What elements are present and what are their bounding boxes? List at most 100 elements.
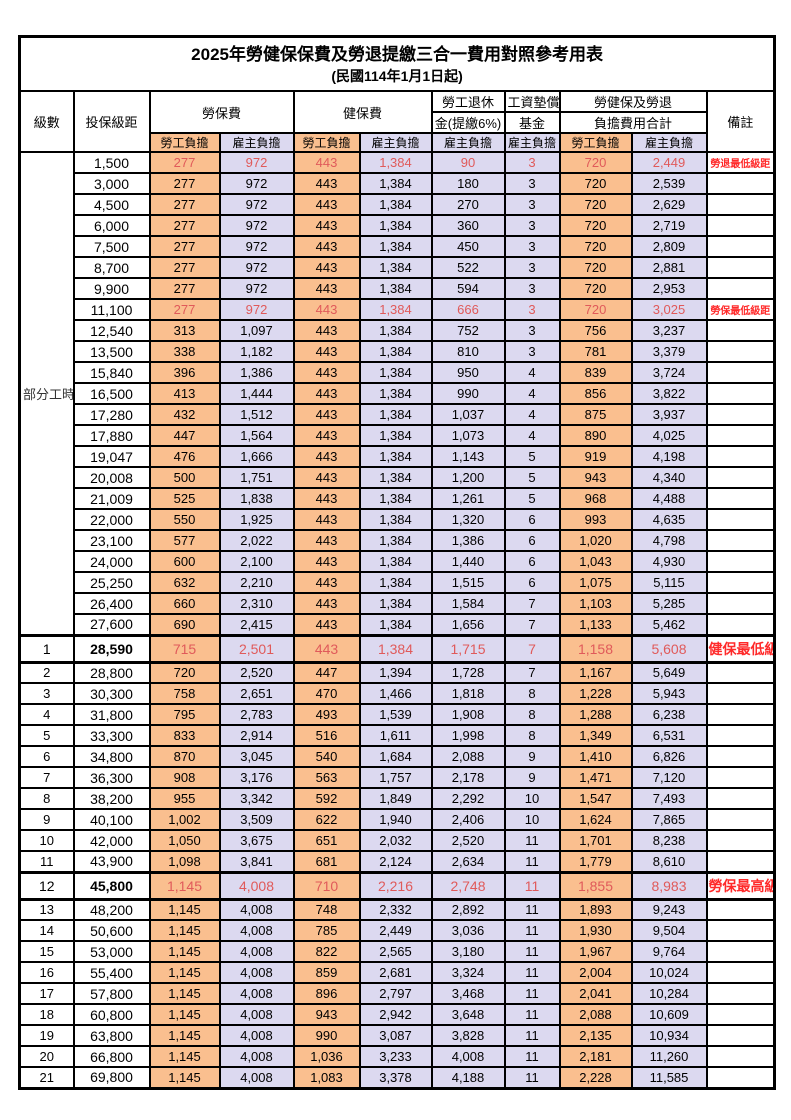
labor-fee-employer-cell: 3,509 xyxy=(218,808,295,831)
labor-fee-employee-cell: 833 xyxy=(148,724,221,747)
labor-fee-employer-cell: 1,444 xyxy=(218,382,295,405)
bracket-cell: 57,800 xyxy=(72,982,151,1005)
total-employer-cell: 4,198 xyxy=(630,445,708,468)
labor-fee-employee-cell: 500 xyxy=(148,466,221,489)
bracket-cell: 11,100 xyxy=(72,298,151,321)
total-employer-cell: 2,719 xyxy=(630,214,708,237)
health-fee-employer-cell: 1,384 xyxy=(358,529,433,552)
bracket-cell: 43,900 xyxy=(72,850,151,873)
labor-fee-employee-cell: 632 xyxy=(148,571,221,594)
bracket-cell: 12,540 xyxy=(72,319,151,342)
health-fee-employee-cell: 443 xyxy=(292,382,361,405)
labor-fee-employee-cell: 1,145 xyxy=(148,1024,221,1047)
health-fee-employee-cell: 443 xyxy=(292,172,361,195)
wage-fund-employer-cell: 3 xyxy=(503,151,561,174)
health-fee-employer-cell: 1,384 xyxy=(358,361,433,384)
total-employee-cell: 856 xyxy=(558,382,633,405)
level-cell: 2 xyxy=(18,661,75,684)
pension-employer-cell: 2,406 xyxy=(430,808,506,831)
wage-fund-employer-cell: 11 xyxy=(503,940,561,963)
labor-fee-employer-cell: 4,008 xyxy=(218,1045,295,1068)
pension-employer-cell: 1,584 xyxy=(430,592,506,615)
labor-fee-employer-cell: 2,520 xyxy=(218,661,295,684)
labor-fee-employer-cell: 3,841 xyxy=(218,850,295,873)
labor-fee-employer-cell: 972 xyxy=(218,151,295,174)
header-labor-insurance-group: 勞保費 xyxy=(148,90,295,134)
remark-cell xyxy=(705,1024,776,1047)
total-employer-cell: 6,826 xyxy=(630,745,708,768)
wage-fund-employer-cell: 6 xyxy=(503,529,561,552)
wage-fund-employer-cell: 10 xyxy=(503,787,561,810)
total-employee-cell: 1,075 xyxy=(558,571,633,594)
health-fee-employee-cell: 443 xyxy=(292,214,361,237)
pension-employer-cell: 1,818 xyxy=(430,682,506,705)
remark-cell xyxy=(705,745,776,768)
total-employee-cell: 839 xyxy=(558,361,633,384)
total-employer-cell: 10,934 xyxy=(630,1024,708,1047)
total-employee-cell: 993 xyxy=(558,508,633,531)
table-row: 17,880 447 1,564 443 1,384 1,073 4 890 4,025 xyxy=(20,424,776,447)
total-employer-cell: 2,449 xyxy=(630,151,708,174)
labor-fee-employer-cell: 4,008 xyxy=(218,1024,295,1047)
level-cell: 12 xyxy=(18,870,75,901)
total-employer-cell: 6,238 xyxy=(630,703,708,726)
health-fee-employee-cell: 443 xyxy=(292,256,361,279)
pension-employer-cell: 594 xyxy=(430,277,506,300)
table-row: 8,700 277 972 443 1,384 522 3 720 2,881 xyxy=(20,256,776,279)
table-row: 19,047 476 1,666 443 1,384 1,143 5 919 4,198 xyxy=(20,445,776,468)
bracket-cell: 34,800 xyxy=(72,745,151,768)
wage-fund-employer-cell: 4 xyxy=(503,382,561,405)
wage-fund-employer-cell: 7 xyxy=(503,633,561,664)
labor-fee-employer-cell: 4,008 xyxy=(218,940,295,963)
labor-fee-employee-cell: 432 xyxy=(148,403,221,426)
labor-fee-employee-cell: 715 xyxy=(148,633,221,664)
labor-fee-employee-cell: 660 xyxy=(148,592,221,615)
table-row: 9 40,100 1,002 3,509 622 1,940 2,406 10 1,624 7,8… xyxy=(18,808,776,831)
health-fee-employee-cell: 443 xyxy=(292,487,361,510)
labor-fee-employee-cell: 277 xyxy=(148,193,221,216)
wage-fund-employer-cell: 5 xyxy=(503,487,561,510)
table-row: 24,000 600 2,100 443 1,384 1,440 6 1,043 4,930 xyxy=(20,550,776,573)
bracket-cell: 24,000 xyxy=(72,550,151,573)
total-employer-cell: 4,798 xyxy=(630,529,708,552)
level-cell: 16 xyxy=(18,961,75,984)
labor-fee-employer-cell: 4,008 xyxy=(218,1003,295,1026)
table-row: 部分工時 1,500 277 972 443 1,384 90 3 720 2,449 勞退最低級距 xyxy=(18,151,776,636)
level-cell: 6 xyxy=(18,745,75,768)
wage-fund-employer-cell: 4 xyxy=(503,403,561,426)
table-row: 27,600 690 2,415 443 1,384 1,656 7 1,133 5,462 xyxy=(20,613,776,636)
total-employee-cell: 720 xyxy=(558,235,633,258)
wage-fund-employer-cell: 11 xyxy=(503,1003,561,1026)
health-fee-employee-cell: 443 xyxy=(292,277,361,300)
health-fee-employer-cell: 1,384 xyxy=(358,382,433,405)
wage-fund-employer-cell: 11 xyxy=(503,850,561,873)
health-fee-employee-cell: 443 xyxy=(292,571,361,594)
pension-employer-cell: 270 xyxy=(430,193,506,216)
total-employee-cell: 756 xyxy=(558,319,633,342)
labor-fee-employer-cell: 1,386 xyxy=(218,361,295,384)
total-employee-cell: 1,288 xyxy=(558,703,633,726)
table-row: 12 45,800 1,145 4,008 710 2,216 2,748 11 1,855 8,… xyxy=(18,870,776,901)
health-fee-employee-cell: 1,036 xyxy=(292,1045,361,1068)
health-fee-employee-cell: 516 xyxy=(292,724,361,747)
bracket-cell: 38,200 xyxy=(72,787,151,810)
bracket-cell: 63,800 xyxy=(72,1024,151,1047)
pension-employer-cell: 1,320 xyxy=(430,508,506,531)
table-row: 4,500 277 972 443 1,384 270 3 720 2,629 xyxy=(20,193,776,216)
health-fee-employer-cell: 1,466 xyxy=(358,682,433,705)
table-row: 13 48,200 1,145 4,008 748 2,332 2,892 11 1,893 9,… xyxy=(18,898,776,921)
pension-employer-cell: 2,748 xyxy=(430,870,506,901)
level-cell: 5 xyxy=(18,724,75,747)
health-fee-employer-cell: 1,384 xyxy=(358,466,433,489)
remark-cell xyxy=(705,1045,776,1068)
remark-cell xyxy=(705,661,776,684)
total-employer-cell: 5,649 xyxy=(630,661,708,684)
table-row: 19 63,800 1,145 4,008 990 3,087 3,828 11 2,135 10… xyxy=(18,1024,776,1047)
labor-fee-employer-cell: 2,914 xyxy=(218,724,295,747)
bracket-cell: 66,800 xyxy=(72,1045,151,1068)
health-fee-employee-cell: 443 xyxy=(292,529,361,552)
wage-fund-employer-cell: 9 xyxy=(503,766,561,789)
wage-fund-employer-cell: 9 xyxy=(503,745,561,768)
labor-fee-employer-cell: 1,512 xyxy=(218,403,295,426)
remark-cell xyxy=(705,724,776,747)
